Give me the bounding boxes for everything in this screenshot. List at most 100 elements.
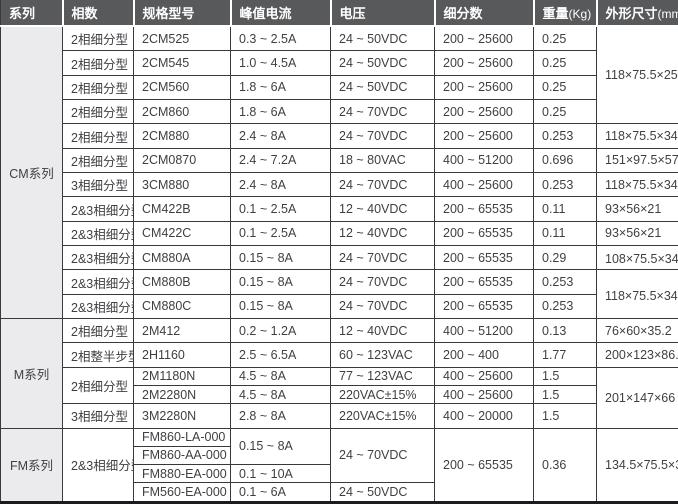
cell-voltage: 60 ~ 123VAC bbox=[330, 342, 435, 368]
cell-phase: 2相细分型 bbox=[62, 50, 134, 76]
cell-current: 1.8 ~ 6A bbox=[230, 99, 331, 125]
cell-model: FM560-EA-000 bbox=[133, 482, 231, 503]
cell-weight: 0.11 bbox=[533, 220, 597, 247]
cell-dimensions: 118×75.5×34 bbox=[596, 172, 678, 198]
table-row: 2&3相细分型 CM880A 0.15 ~ 8A 24 ~ 70VDC 200 … bbox=[1, 245, 678, 271]
cell-voltage: 24 ~ 70VDC bbox=[330, 245, 435, 271]
cell-voltage: 24 ~ 70VDC bbox=[330, 172, 435, 198]
cell-weight: 0.29 bbox=[533, 245, 597, 271]
cell-current: 2.4 ~ 8A bbox=[230, 123, 331, 149]
cell-subdivision: 200 ~ 65535 bbox=[434, 293, 534, 320]
cell-current: 2.8 ~ 8A bbox=[230, 403, 331, 429]
cell-weight: 0.253 bbox=[533, 293, 597, 320]
cell-dimensions: 118×75.5×34(带齿) bbox=[596, 269, 678, 320]
cell-weight: 1.5 bbox=[533, 403, 597, 429]
cell-model: 2CM545 bbox=[133, 50, 231, 76]
cell-current: 2.4 ~ 8A bbox=[230, 172, 331, 198]
cell-phase: 2相细分型 bbox=[62, 74, 134, 101]
cell-phase: 2&3相细分型 bbox=[62, 427, 134, 504]
cell-model: 2H1160 bbox=[133, 342, 231, 368]
cell-model: 3M2280N bbox=[133, 403, 231, 429]
cell-current: 0.15 ~ 8A bbox=[230, 245, 331, 271]
cell-current: 0.2 ~ 1.2A bbox=[230, 318, 331, 344]
header-subdivision: 细分数 bbox=[434, 0, 535, 27]
cell-voltage: 24 ~ 70VDC bbox=[330, 269, 435, 295]
table-row: 2&3相细分型 CM880B 0.15 ~ 8A 24 ~ 70VDC 200 … bbox=[1, 269, 678, 320]
cell-model: 2CM860 bbox=[133, 99, 231, 125]
cell-subdivision: 400 ~ 51200 bbox=[434, 318, 534, 344]
cell-model: CM880B bbox=[133, 269, 231, 295]
cell-weight: 0.13 bbox=[533, 318, 597, 344]
table-row: 2&3相细分型 CM422C 0.1 ~ 2.5A 12 ~ 40VDC 200… bbox=[1, 220, 678, 247]
cell-model: CM880A bbox=[133, 245, 231, 271]
cell-dimensions: 118×75.5×34 bbox=[596, 123, 678, 149]
cell-dimensions: 200×123×86.5 bbox=[596, 342, 678, 368]
cell-current: 4.5 ~ 8A bbox=[230, 366, 331, 386]
cell-current: 0.15 ~ 8A bbox=[230, 269, 331, 295]
cell-subdivision: 400 ~ 51200 bbox=[434, 147, 534, 174]
cell-phase: 2相细分型 bbox=[62, 318, 134, 344]
cell-phase: 2&3相细分型 bbox=[62, 269, 134, 295]
cell-voltage: 24 ~ 70VDC bbox=[330, 99, 435, 125]
header-model: 规格型号 bbox=[133, 0, 232, 27]
cell-phase: 2&3相细分型 bbox=[62, 293, 134, 320]
cell-dimensions: 118×75.5×25.4 bbox=[596, 25, 678, 125]
cell-voltage: 24 ~ 70VDC bbox=[330, 427, 435, 484]
table-row: FM系列 2&3相细分型 FM860-LA-000 0.15 ~ 8A 24 ~… bbox=[0, 427, 678, 504]
cell-model: 3CM880 bbox=[133, 172, 231, 198]
cell-series: M系列 bbox=[0, 318, 63, 429]
table-row: FM560-EA-000 0.1 ~ 6A 24 ~ 50VDC bbox=[1, 482, 678, 503]
cell-model: 2CM0870 bbox=[133, 147, 231, 174]
cell-subdivision: 200 ~ 25600 bbox=[434, 99, 534, 125]
cell-voltage: 24 ~ 70VDC bbox=[330, 293, 435, 320]
table-row: M系列 2相细分型 2M412 0.2 ~ 1.2A 12 ~ 40VDC 40… bbox=[0, 318, 678, 429]
cell-dimensions: 201×147×66 bbox=[596, 366, 678, 429]
table-row: 2相细分型 2CM0870 2.4 ~ 7.2A 18 ~ 80VAC 400 … bbox=[1, 147, 678, 174]
cell-model: 2CM560 bbox=[133, 74, 231, 101]
table-row: FM880-EA-000 0.1 ~ 10A bbox=[1, 464, 678, 484]
table-row: 2相细分型 2CM545 1.0 ~ 4.5A 24 ~ 50VDC 200 ~… bbox=[1, 50, 678, 76]
cell-subdivision: 200 ~ 400 bbox=[434, 342, 534, 368]
cell-phase: 2相细分型 bbox=[62, 366, 134, 405]
header-dimensions: 外形尺寸(mm) bbox=[596, 0, 678, 27]
cell-voltage: 220VAC±15% bbox=[330, 403, 435, 429]
cell-voltage: 24 ~ 50VDC bbox=[330, 50, 435, 76]
cell-phase: 2&3相细分型 bbox=[62, 220, 134, 247]
cell-dimensions: 93×56×21 bbox=[596, 196, 678, 222]
cell-voltage: 24 ~ 50VDC bbox=[330, 74, 435, 101]
cell-current: 0.1 ~ 10A bbox=[230, 464, 331, 484]
cell-series: FM系列 bbox=[0, 427, 63, 504]
cell-phase: 2相细分型 bbox=[62, 99, 134, 125]
cell-phase: 2相细分型 bbox=[62, 147, 134, 174]
cell-model: 2M2280N bbox=[133, 384, 231, 405]
cell-model: 2CM880 bbox=[133, 123, 231, 149]
cell-weight: 0.25 bbox=[533, 25, 597, 52]
table-row: 2&3相细分型 CM880C 0.15 ~ 8A 24 ~ 70VDC 200 … bbox=[1, 293, 678, 320]
cell-current: 2.4 ~ 7.2A bbox=[230, 147, 331, 174]
cell-dimensions: 151×97.5×57.5 bbox=[596, 147, 678, 174]
cell-voltage: 18 ~ 80VAC bbox=[330, 147, 435, 174]
cell-current: 1.0 ~ 4.5A bbox=[230, 50, 331, 76]
cell-subdivision: 400 ~ 25600 bbox=[434, 366, 534, 386]
header-peak-current: 峰值电流 bbox=[230, 0, 332, 27]
cell-subdivision: 400 ~ 20000 bbox=[434, 403, 534, 429]
cell-phase: 2相整半步型 bbox=[62, 342, 134, 368]
table-row: 3相细分型 3M2280N 2.8 ~ 8A 220VAC±15% 400 ~ … bbox=[1, 403, 678, 429]
cell-dimensions: 134.5×75.5×34 bbox=[596, 427, 678, 504]
cell-weight: 0.696 bbox=[533, 147, 597, 174]
cell-dimensions: 76×60×35.2 bbox=[596, 318, 678, 344]
cell-weight: 0.36 bbox=[533, 427, 597, 504]
cell-weight: 0.25 bbox=[533, 99, 597, 125]
cell-current: 1.8 ~ 6A bbox=[230, 74, 331, 101]
cell-dimensions: 108×75.5×34(带齿) bbox=[596, 245, 678, 271]
cell-model: CM422C bbox=[133, 220, 231, 247]
cell-model: CM880C bbox=[133, 293, 231, 320]
cell-voltage: 77 ~ 123VAC bbox=[330, 366, 435, 386]
table-row: 2相细分型 2CM560 1.8 ~ 6A 24 ~ 50VDC 200 ~ 2… bbox=[1, 74, 678, 101]
cell-subdivision: 200 ~ 65535 bbox=[434, 196, 534, 222]
table-row: 2&3相细分型 CM422B 0.1 ~ 2.5A 12 ~ 40VDC 200… bbox=[1, 196, 678, 222]
cell-model: 2M1180N bbox=[133, 366, 231, 386]
header-voltage: 电压 bbox=[330, 0, 436, 27]
cell-subdivision: 200 ~ 65535 bbox=[434, 427, 534, 504]
